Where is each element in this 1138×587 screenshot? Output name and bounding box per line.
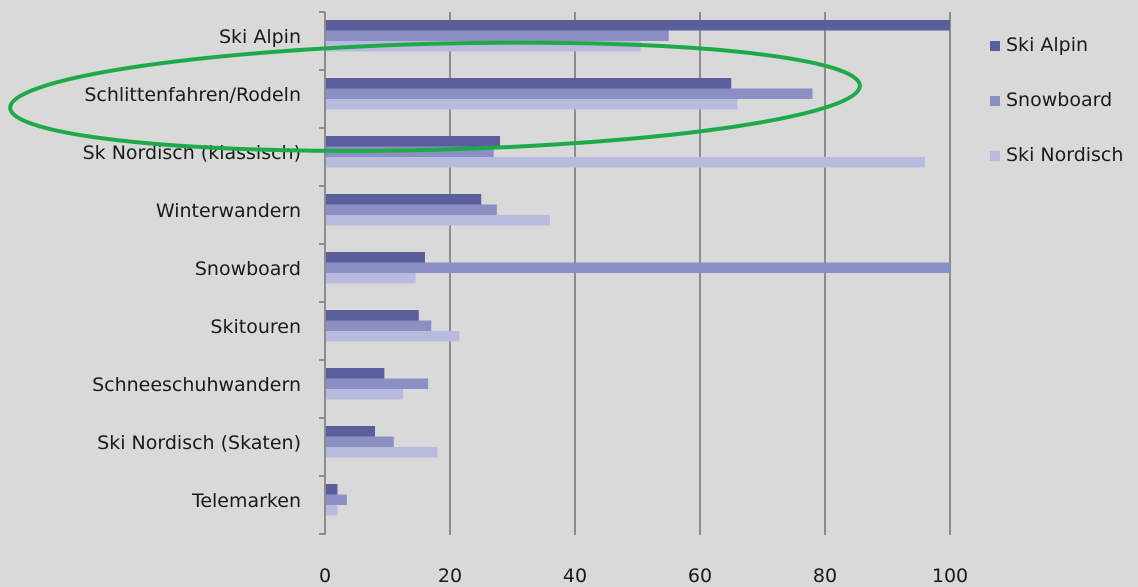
x-tick-label: 0 (319, 565, 331, 587)
x-tick-label: 100 (932, 565, 968, 587)
highlight-layer (8, 40, 862, 153)
bar (325, 157, 925, 168)
category-label: Ski Nordisch (Skaten) (97, 432, 301, 454)
legend-swatch (990, 96, 1000, 106)
category-label: Ski Alpin (219, 26, 301, 48)
labels-layer: 0 20 40 60 80 100 Ski Alpin Schlittenfahren/Rod… (83, 26, 969, 587)
category-label: Snowboard (195, 258, 301, 280)
category-label: Schlittenfahren/Rodeln (84, 84, 301, 106)
category-label: Winterwandern (156, 200, 301, 222)
bar (325, 505, 338, 516)
bar (325, 426, 375, 437)
bar (325, 436, 394, 447)
category-label: Telemarken (191, 490, 301, 512)
bar (325, 30, 669, 41)
bar (325, 41, 641, 52)
x-tick-label: 40 (563, 565, 587, 587)
bar (325, 252, 425, 263)
x-tick-label: 80 (813, 565, 837, 587)
bar (325, 88, 813, 99)
bar (325, 331, 460, 342)
category-label: Skitouren (210, 316, 301, 338)
bar (325, 262, 950, 273)
bar (325, 389, 404, 400)
legend-label: Snowboard (1006, 89, 1112, 111)
legend-swatch (990, 151, 1000, 161)
bar (325, 215, 550, 226)
bars-layer (325, 20, 950, 516)
bar (325, 136, 500, 147)
category-label: Sk Nordisch (klassisch) (83, 142, 301, 164)
axis-layer (319, 11, 326, 535)
legend-label: Ski Nordisch (1006, 144, 1123, 166)
x-tick-label: 60 (688, 565, 712, 587)
legend-label: Ski Alpin (1006, 34, 1088, 56)
bar (325, 447, 438, 458)
bar (325, 310, 419, 321)
bar (325, 368, 385, 379)
bar (325, 20, 950, 31)
bar (325, 204, 497, 215)
highlight-ellipse (8, 40, 862, 153)
x-tick-label: 20 (438, 565, 462, 587)
bar (325, 378, 429, 389)
bar (325, 99, 738, 110)
bar (325, 273, 416, 284)
bar (325, 494, 347, 505)
legend: Ski Alpin Snowboard Ski Nordisch (990, 34, 1123, 166)
legend-swatch (990, 41, 1000, 51)
bar (325, 194, 482, 205)
category-label: Schneeschuhwandern (92, 374, 301, 396)
bar (325, 78, 732, 89)
bar (325, 484, 338, 495)
bar (325, 320, 432, 331)
